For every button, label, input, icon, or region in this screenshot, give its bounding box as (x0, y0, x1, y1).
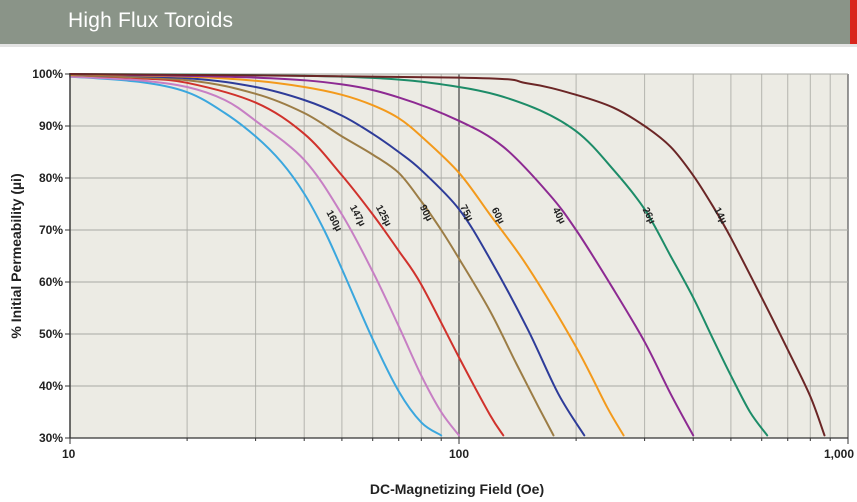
x-tick-label: 10 (62, 447, 76, 461)
header-banner: High Flux Toroids (0, 0, 857, 44)
header-divider (0, 44, 857, 47)
y-axis-title: % Initial Permeability (µi) (8, 173, 24, 338)
series-line-60 (69, 73, 625, 437)
y-tick-label: 40% (39, 379, 63, 393)
y-tick-label: 70% (39, 223, 63, 237)
series-line-125 (69, 74, 505, 437)
y-tick-label: 60% (39, 275, 63, 289)
y-tick-label: 30% (39, 431, 63, 445)
x-tick-label: 1,000 (824, 447, 854, 461)
page-title: High Flux Toroids (68, 9, 234, 32)
series-line-40 (69, 73, 695, 437)
axes: 30% 40% 50% 60% 70% 80% 90% 100% 10 100 1,000 (32, 67, 854, 461)
series-line-75 (69, 73, 586, 437)
grid-lines (69, 73, 849, 439)
header-accent-bar (850, 0, 857, 44)
y-tick-label: 90% (39, 119, 63, 133)
x-tick-label: 100 (449, 447, 469, 461)
series-line-26 (69, 73, 769, 437)
y-tick-label: 100% (32, 67, 63, 81)
y-tick-label: 80% (39, 171, 63, 185)
y-tick-label: 50% (39, 327, 63, 341)
series-line-147 (69, 75, 460, 437)
x-axis-title: DC-Magnetizing Field (Oe) (370, 481, 544, 497)
series-line-14 (69, 73, 826, 437)
series-line-90 (69, 74, 555, 437)
series-lines (69, 73, 826, 437)
series-line-160 (69, 75, 443, 437)
